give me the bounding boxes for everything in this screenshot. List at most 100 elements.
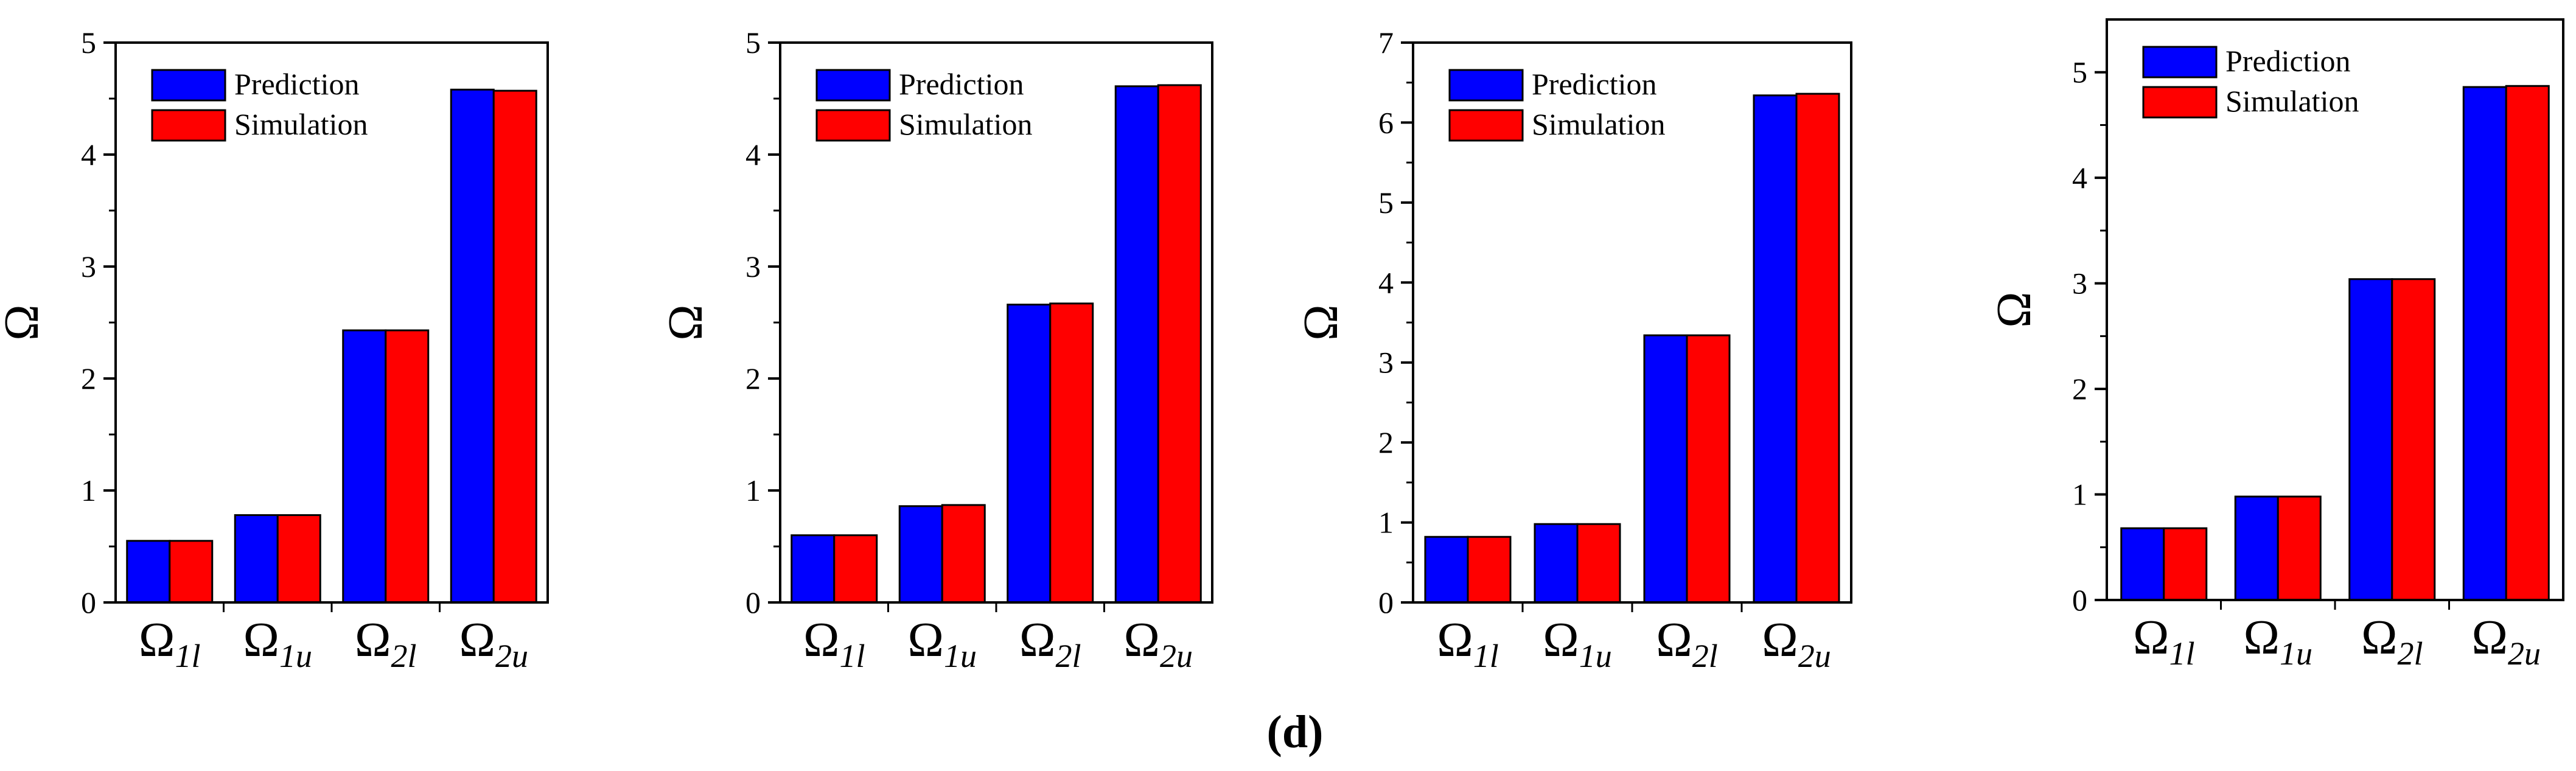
- category-label-main: Ω: [355, 613, 391, 667]
- legend-swatch-prediction: [151, 69, 226, 102]
- legend-swatch-prediction: [1448, 69, 1524, 102]
- bar-prediction-2: [234, 514, 279, 604]
- bar-prediction-2: [2234, 495, 2279, 601]
- category-label: Ω1u: [2244, 611, 2312, 672]
- category-label-sub: 1l: [839, 638, 865, 674]
- bar-simulation-2: [276, 514, 321, 604]
- y-axis-label: Ω: [1988, 291, 2041, 327]
- category-label-main: Ω: [1437, 613, 1473, 667]
- y-tick-label: 5: [745, 26, 761, 60]
- bar-simulation-2: [941, 504, 986, 604]
- legend-swatch-simulation: [1448, 109, 1524, 142]
- bar-prediction-4: [450, 88, 495, 604]
- bar-simulation-3: [1049, 302, 1094, 604]
- category-label-main: Ω: [243, 613, 279, 667]
- legend-label-simulation: Simulation: [2225, 84, 2359, 118]
- y-tick-label: 0: [81, 585, 96, 619]
- y-tick-label: 3: [2072, 267, 2087, 301]
- bar-simulation-4: [1157, 84, 1202, 604]
- y-tick-label: 0: [2072, 583, 2087, 617]
- category-label-main: Ω: [1543, 613, 1579, 667]
- category-label: Ω2l: [1656, 613, 1717, 674]
- category-label-sub: 2l: [1055, 638, 1081, 674]
- category-label-sub: 2l: [391, 638, 416, 674]
- category-label: Ω1l: [139, 613, 200, 674]
- y-tick-label: 4: [1378, 265, 1394, 299]
- charts-group: Ω1l Ω1u Ω2l Ω2u012345ΩPredictionSimulationΩ…: [0, 18, 2564, 674]
- y-tick-label: 4: [81, 138, 96, 172]
- category-label-sub: 2l: [1692, 638, 1718, 674]
- category-label: Ω2l: [355, 613, 416, 674]
- category-label-main: Ω: [1124, 613, 1160, 667]
- legend-swatch-prediction: [815, 69, 891, 102]
- y-tick-label: 5: [2072, 55, 2087, 89]
- y-tick-label: 1: [745, 473, 761, 508]
- category-label: Ω2u: [459, 613, 528, 674]
- legend-label-prediction: Prediction: [1532, 67, 1657, 101]
- category-label-main: Ω: [803, 613, 839, 667]
- category-label: Ω2u: [1762, 613, 1831, 674]
- y-tick-label: 2: [745, 361, 761, 396]
- y-tick-label: 3: [81, 249, 96, 284]
- category-label: Ω1u: [908, 613, 977, 674]
- category-label: Ω1u: [1543, 613, 1611, 674]
- y-axis-label: Ω: [1294, 304, 1348, 340]
- y-tick-label: 1: [2072, 478, 2087, 512]
- category-label-main: Ω: [459, 613, 495, 667]
- y-tick-label: 2: [81, 361, 96, 396]
- legend-swatch-simulation: [2142, 86, 2218, 119]
- y-axis-label: Ω: [0, 304, 49, 340]
- bar-simulation-1: [833, 534, 878, 604]
- bar-prediction-3: [342, 329, 387, 604]
- bar-simulation-3: [385, 329, 430, 604]
- y-tick-label: 4: [745, 138, 761, 172]
- y-tick-label: 4: [2072, 161, 2087, 195]
- legend-label-simulation: Simulation: [1532, 107, 1665, 141]
- bar-simulation-2: [2277, 495, 2322, 601]
- legend-label-simulation: Simulation: [234, 107, 368, 141]
- category-label-main: Ω: [139, 613, 175, 667]
- category-label: Ω1l: [2133, 611, 2194, 672]
- bar-simulation-4: [1795, 92, 1840, 604]
- category-label: Ω2u: [2472, 611, 2541, 672]
- y-tick-label: 5: [1378, 186, 1394, 220]
- category-label: Ω2l: [1019, 613, 1081, 674]
- category-label: Ω2l: [2361, 611, 2423, 672]
- category-label: Ω1l: [803, 613, 865, 674]
- y-tick-label: 6: [1378, 105, 1394, 139]
- legend-swatch-simulation: [815, 109, 891, 142]
- bar-simulation-3: [1686, 334, 1731, 604]
- category-label-main: Ω: [1656, 613, 1692, 667]
- bar-simulation-1: [1467, 536, 1512, 604]
- chart-3: Ω1l Ω1u Ω2l Ω2u01234567ΩPredictionSimulatio…: [1294, 26, 1852, 674]
- bar-prediction-4: [1753, 94, 1798, 604]
- bar-prediction-2: [898, 505, 943, 604]
- category-label-main: Ω: [2244, 611, 2280, 665]
- category-label-sub: 2u: [2508, 635, 2541, 672]
- bar-prediction-3: [1643, 334, 1688, 604]
- y-axis-label: Ω: [659, 304, 713, 340]
- category-label-sub: 2u: [495, 638, 528, 674]
- bar-prediction-3: [2348, 278, 2393, 601]
- category-label-main: Ω: [2361, 611, 2397, 665]
- bar-prediction-2: [1534, 523, 1579, 604]
- bar-prediction-1: [1424, 536, 1469, 604]
- bar-prediction-4: [1114, 85, 1159, 604]
- category-label-sub: 1u: [279, 638, 312, 674]
- bar-simulation-4: [2505, 85, 2550, 601]
- category-label-sub: 1l: [175, 638, 200, 674]
- y-tick-label: 3: [1378, 346, 1394, 380]
- category-label-sub: 1u: [944, 638, 977, 674]
- bar-simulation-1: [2163, 527, 2208, 601]
- y-tick-label: 1: [1378, 506, 1394, 540]
- category-label-sub: 2u: [1160, 638, 1193, 674]
- category-label-sub: 1u: [2280, 635, 2312, 672]
- bar-prediction-1: [791, 534, 836, 604]
- bar-simulation-4: [492, 89, 537, 604]
- category-label: Ω1u: [243, 613, 312, 674]
- figure-caption: (d): [1267, 706, 1324, 758]
- y-tick-label: 0: [1378, 585, 1394, 619]
